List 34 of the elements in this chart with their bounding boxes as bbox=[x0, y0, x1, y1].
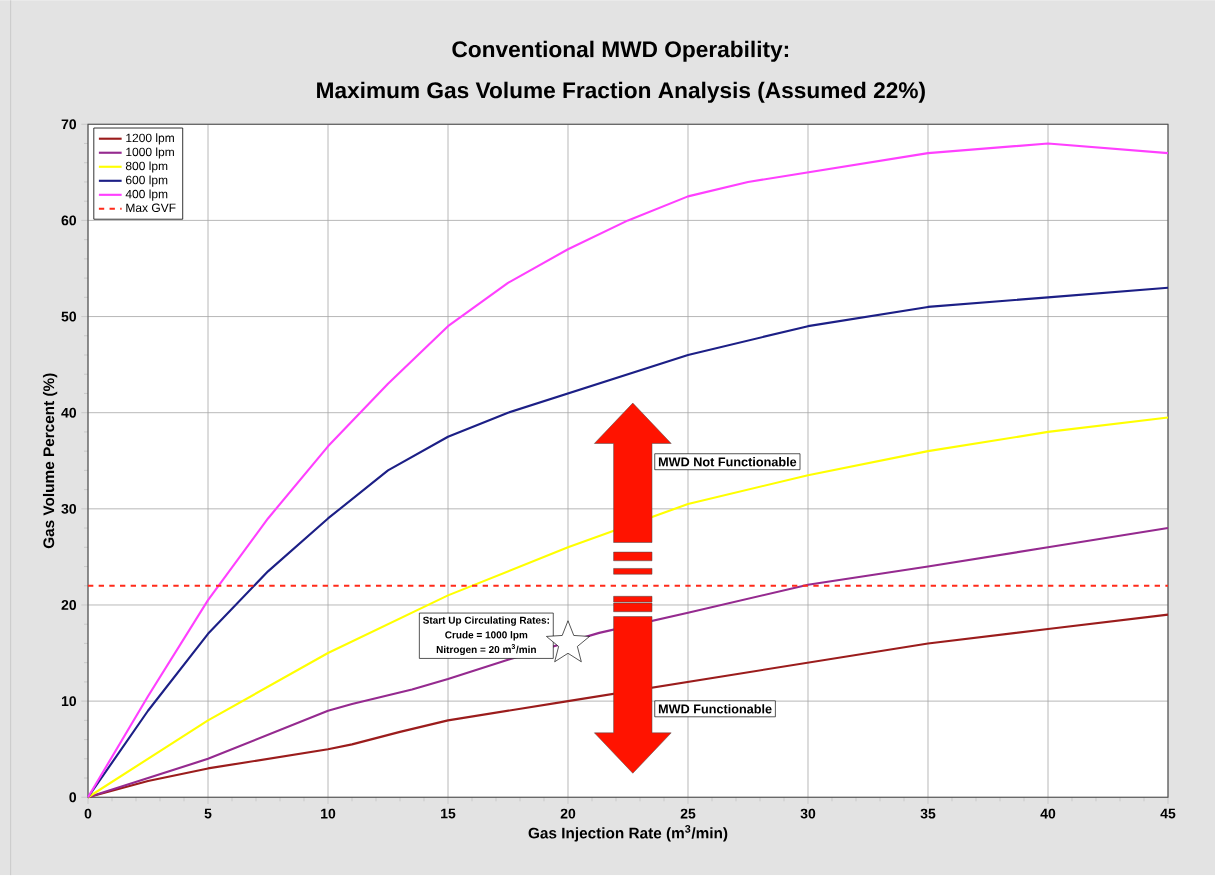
x-tick-label: 5 bbox=[204, 808, 212, 819]
y-axis-title: Gas Volume Percent (%) bbox=[42, 373, 58, 549]
x-tick-label: 15 bbox=[441, 808, 456, 819]
y-tick-label: 40 bbox=[61, 407, 77, 418]
x-tick-label: 0 bbox=[84, 808, 92, 819]
legend-label: 600 lpm bbox=[125, 175, 168, 187]
chart-title: Conventional MWD Operability: bbox=[452, 40, 789, 63]
x-tick-label: 10 bbox=[321, 808, 336, 819]
x-tick-label: 30 bbox=[800, 808, 816, 819]
legend-label: 400 lpm bbox=[125, 189, 168, 201]
annotation: MWD Not Functionable bbox=[658, 457, 797, 467]
y-tick-label: 10 bbox=[61, 696, 77, 707]
y-tick-label: 70 bbox=[61, 119, 77, 130]
x-tick-label: 20 bbox=[560, 808, 576, 819]
legend-label: 1000 lpm bbox=[126, 147, 174, 159]
y-tick-label: 20 bbox=[61, 600, 77, 611]
legend-label: Max GVF bbox=[126, 203, 176, 213]
y-tick-label: 60 bbox=[61, 215, 77, 226]
line-series bbox=[86, 416, 1170, 799]
x-tick-label: 25 bbox=[680, 808, 696, 819]
annotation: Crude = 1000 lpm bbox=[445, 631, 528, 641]
legend-label: 800 lpm bbox=[125, 161, 168, 173]
chart-subtitle: Maximum Gas Volume Fraction Analysis (Assumed 22%) bbox=[317, 81, 925, 104]
y-tick-label: 50 bbox=[61, 311, 77, 322]
x-axis-title: Gas Injection Rate (m$^{3}$/min) bbox=[528, 825, 728, 842]
annotation: MWD Functionable bbox=[658, 704, 772, 714]
x-tick-label: 40 bbox=[1040, 808, 1056, 819]
y-tick-label: 30 bbox=[61, 504, 77, 515]
annotation: Nitrogen = 20 m$^{3}$/min bbox=[436, 644, 536, 656]
x-tick-label: 35 bbox=[920, 808, 936, 819]
x-tick-label: 45 bbox=[1160, 808, 1176, 819]
annotation: Start Up Circulating Rates: bbox=[422, 616, 549, 626]
legend-label: 1200 lpm bbox=[126, 133, 174, 145]
y-tick-label: 0 bbox=[69, 792, 77, 803]
